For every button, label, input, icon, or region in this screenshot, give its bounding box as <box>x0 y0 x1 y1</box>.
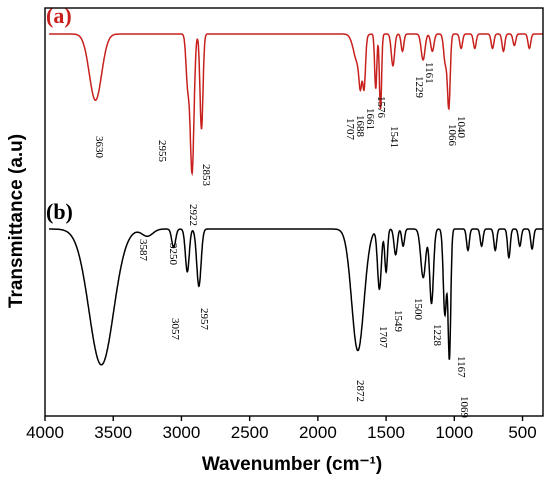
peak-label: 2955 <box>156 140 168 163</box>
peak-label: 1549 <box>392 310 404 333</box>
spectrum-line-b <box>49 228 543 366</box>
y-axis-title: Transmittance (a.u) <box>6 134 27 308</box>
peak-label: 1229 <box>413 76 425 99</box>
peak-label: 2853 <box>200 164 212 187</box>
x-tick-label: 3500 <box>94 423 132 442</box>
peak-label: 3587 <box>137 239 149 262</box>
x-tick-label: 500 <box>508 423 536 442</box>
peak-label: 1576 <box>375 96 387 119</box>
spectrum-line-a <box>49 33 543 177</box>
peak-label: 2922 <box>187 204 199 226</box>
x-tick-label: 1500 <box>367 423 405 442</box>
x-tick-label: 3000 <box>163 423 201 442</box>
peak-label: 2872 <box>354 380 366 402</box>
peak-label: 1066 <box>446 124 458 147</box>
peak-label: 1688 <box>354 115 366 138</box>
peak-label: 3057 <box>169 318 181 341</box>
x-tick-label: 2000 <box>299 423 337 442</box>
peak-label: 1661 <box>364 108 376 130</box>
peak-label: 1161 <box>423 62 435 84</box>
peak-label: 1707 <box>344 118 356 141</box>
peak-label: 2957 <box>198 308 210 331</box>
x-tick-label: 2500 <box>231 423 269 442</box>
x-tick-label: 1000 <box>435 423 473 442</box>
plot-frame <box>44 7 544 417</box>
plot-area: (a)3630 295529222853170716881661157615411… <box>46 3 543 419</box>
peak-label: 3250 <box>167 243 179 266</box>
x-tick-label: 4000 <box>26 423 64 442</box>
peak-label: 1707 <box>377 326 389 349</box>
peak-label: 1541 <box>388 126 400 148</box>
axes: 4000 3500 3000 2500 2000 1500 1000 500 <box>26 7 544 442</box>
x-axis-title: Wavenumber (cm⁻¹) <box>202 454 382 475</box>
peak-label: 3630 <box>93 136 105 159</box>
peak-label: 1500 <box>412 298 424 321</box>
peak-label: 1040 <box>455 116 467 139</box>
series-label-a: (a) <box>46 3 72 28</box>
peak-label: 1069 <box>458 396 470 419</box>
series-label-b: (b) <box>46 199 73 224</box>
peak-label: 1228 <box>431 324 443 347</box>
peak-label: 1167 <box>455 356 467 378</box>
